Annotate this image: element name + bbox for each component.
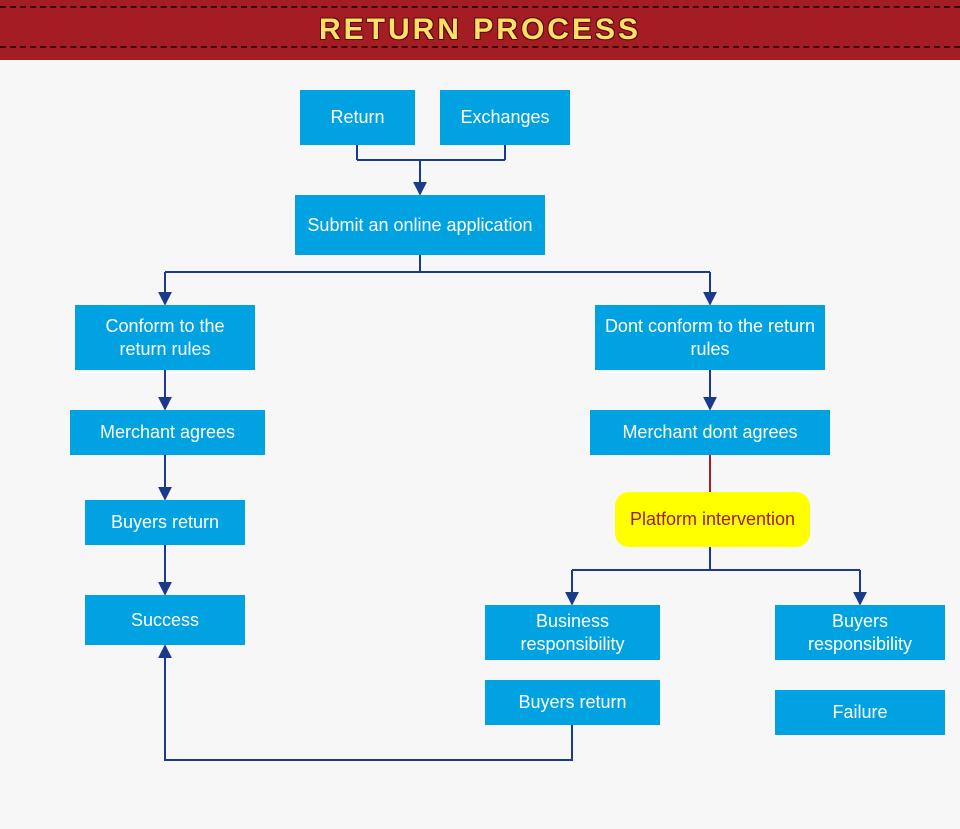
node-return: Return bbox=[300, 90, 415, 145]
node-m_dontagrees: Merchant dont agrees bbox=[590, 410, 830, 455]
node-success: Success bbox=[85, 595, 245, 645]
node-m_agrees: Merchant agrees bbox=[70, 410, 265, 455]
node-submit: Submit an online application bbox=[295, 195, 545, 255]
node-buyers_return1: Buyers return bbox=[85, 500, 245, 545]
page-title: RETURN PROCESS bbox=[319, 13, 641, 47]
node-buyer_resp: Buyers responsibility bbox=[775, 605, 945, 660]
node-exchanges: Exchanges bbox=[440, 90, 570, 145]
banner-stitch-bottom bbox=[0, 46, 960, 54]
flowchart-canvas: Return Exchanges Submit an online applicat… bbox=[0, 60, 960, 829]
node-biz_resp: Business responsibility bbox=[485, 605, 660, 660]
node-platform: Platform intervention bbox=[615, 492, 810, 547]
node-failure: Failure bbox=[775, 690, 945, 735]
header-banner: RETURN PROCESS bbox=[0, 0, 960, 60]
node-dontconform: Dont conform to the return rules bbox=[595, 305, 825, 370]
node-buyers_return2: Buyers return bbox=[485, 680, 660, 725]
node-conform: Conform to the return rules bbox=[75, 305, 255, 370]
